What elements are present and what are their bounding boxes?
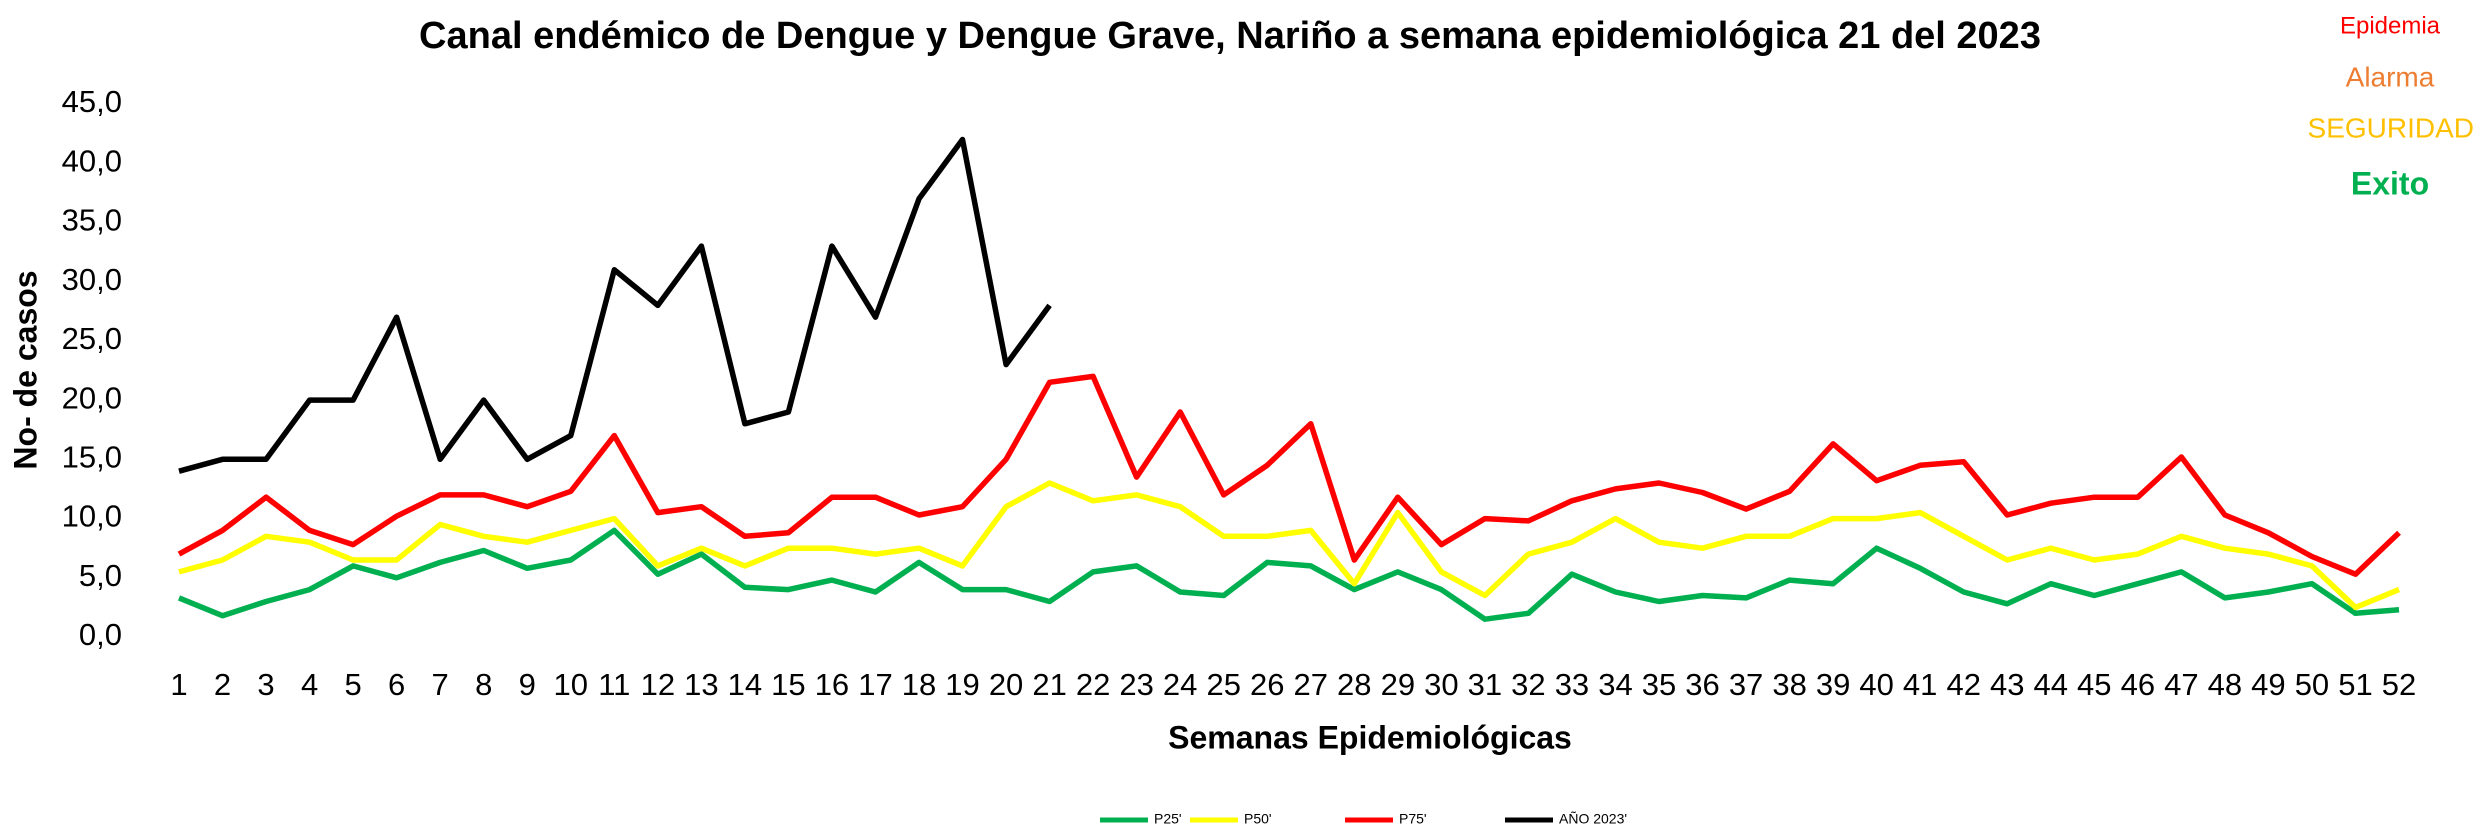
x-tick-label: 41 [1903, 667, 1937, 702]
y-tick-label: 15,0 [62, 440, 122, 475]
x-tick-label: 16 [815, 667, 849, 702]
x-tick-label: 15 [771, 667, 805, 702]
x-tick-label: 24 [1163, 667, 1197, 702]
x-tick-label: 12 [641, 667, 675, 702]
x-tick-label: 33 [1555, 667, 1589, 702]
x-tick-label: 3 [257, 667, 274, 702]
x-tick-label: 50 [2295, 667, 2329, 702]
x-tick-label: 25 [1206, 667, 1240, 702]
x-tick-label: 39 [1816, 667, 1850, 702]
x-tick-label: 20 [989, 667, 1023, 702]
y-tick-label: 0,0 [79, 617, 122, 652]
x-tick-label: 22 [1076, 667, 1110, 702]
annotation: Epidemia [2340, 12, 2441, 39]
legend-label: P25' [1154, 811, 1182, 827]
x-tick-label: 32 [1511, 667, 1545, 702]
x-tick-label: 34 [1598, 667, 1632, 702]
y-tick-label: 35,0 [62, 203, 122, 238]
y-tick-label: 40,0 [62, 143, 122, 178]
x-tick-label: 10 [554, 667, 588, 702]
x-tick-label: 28 [1337, 667, 1371, 702]
x-tick-label: 48 [2208, 667, 2242, 702]
y-tick-label: 25,0 [62, 321, 122, 356]
x-tick-label: 49 [2251, 667, 2285, 702]
legend-label: P75' [1399, 811, 1427, 827]
y-tick-label: 30,0 [62, 262, 122, 297]
x-tick-label: 19 [945, 667, 979, 702]
legend-label: AÑO 2023' [1559, 811, 1627, 827]
x-tick-label: 51 [2338, 667, 2372, 702]
series-line [177, 527, 2400, 622]
x-tick-label: 42 [1946, 667, 1980, 702]
x-axis-title: Semanas Epidemiológicas [1168, 719, 1572, 755]
x-tick-label: 4 [301, 667, 318, 702]
annotation: SEGURIDAD [2308, 112, 2474, 143]
x-tick-label: 37 [1729, 667, 1763, 702]
x-tick-label: 8 [475, 667, 492, 702]
x-tick-label: 13 [684, 667, 718, 702]
x-tick-label: 26 [1250, 667, 1284, 702]
annotation: Exito [2351, 165, 2429, 201]
x-tick-label: 44 [2034, 667, 2068, 702]
x-tick-label: 21 [1032, 667, 1066, 702]
legend-label: P50' [1244, 811, 1272, 827]
x-tick-label: 46 [2121, 667, 2155, 702]
series-line [178, 480, 2401, 611]
x-tick-label: 17 [858, 667, 892, 702]
series-line [177, 373, 2401, 577]
chart-title: Canal endémico de Dengue y Dengue Grave,… [419, 15, 2041, 57]
x-tick-label: 52 [2382, 667, 2416, 702]
x-tick-label: 43 [1990, 667, 2024, 702]
x-tick-label: 40 [1859, 667, 1893, 702]
x-tick-label: 5 [344, 667, 361, 702]
x-tick-label: 18 [902, 667, 936, 702]
x-tick-label: 23 [1119, 667, 1153, 702]
y-tick-label: 45,0 [62, 84, 122, 119]
x-tick-label: 14 [728, 667, 762, 702]
annotation: Alarma [2346, 61, 2435, 92]
x-tick-label: 47 [2164, 667, 2198, 702]
y-tick-label: 5,0 [79, 558, 122, 593]
x-tick-label: 36 [1685, 667, 1719, 702]
x-tick-label: 30 [1424, 667, 1458, 702]
x-tick-label: 1 [170, 667, 187, 702]
x-tick-label: 11 [598, 667, 630, 702]
x-tick-label: 7 [432, 667, 449, 702]
x-tick-label: 2 [214, 667, 231, 702]
series-line [178, 136, 1052, 474]
x-tick-label: 38 [1772, 667, 1806, 702]
y-tick-label: 10,0 [62, 499, 122, 534]
x-tick-label: 45 [2077, 667, 2111, 702]
y-tick-label: 20,0 [62, 380, 122, 415]
x-tick-label: 31 [1468, 667, 1502, 702]
x-tick-label: 9 [519, 667, 536, 702]
x-tick-label: 6 [388, 667, 405, 702]
x-tick-label: 29 [1381, 667, 1415, 702]
y-axis-title: No- de casos [7, 270, 43, 469]
x-tick-label: 27 [1294, 667, 1328, 702]
x-tick-label: 35 [1642, 667, 1676, 702]
